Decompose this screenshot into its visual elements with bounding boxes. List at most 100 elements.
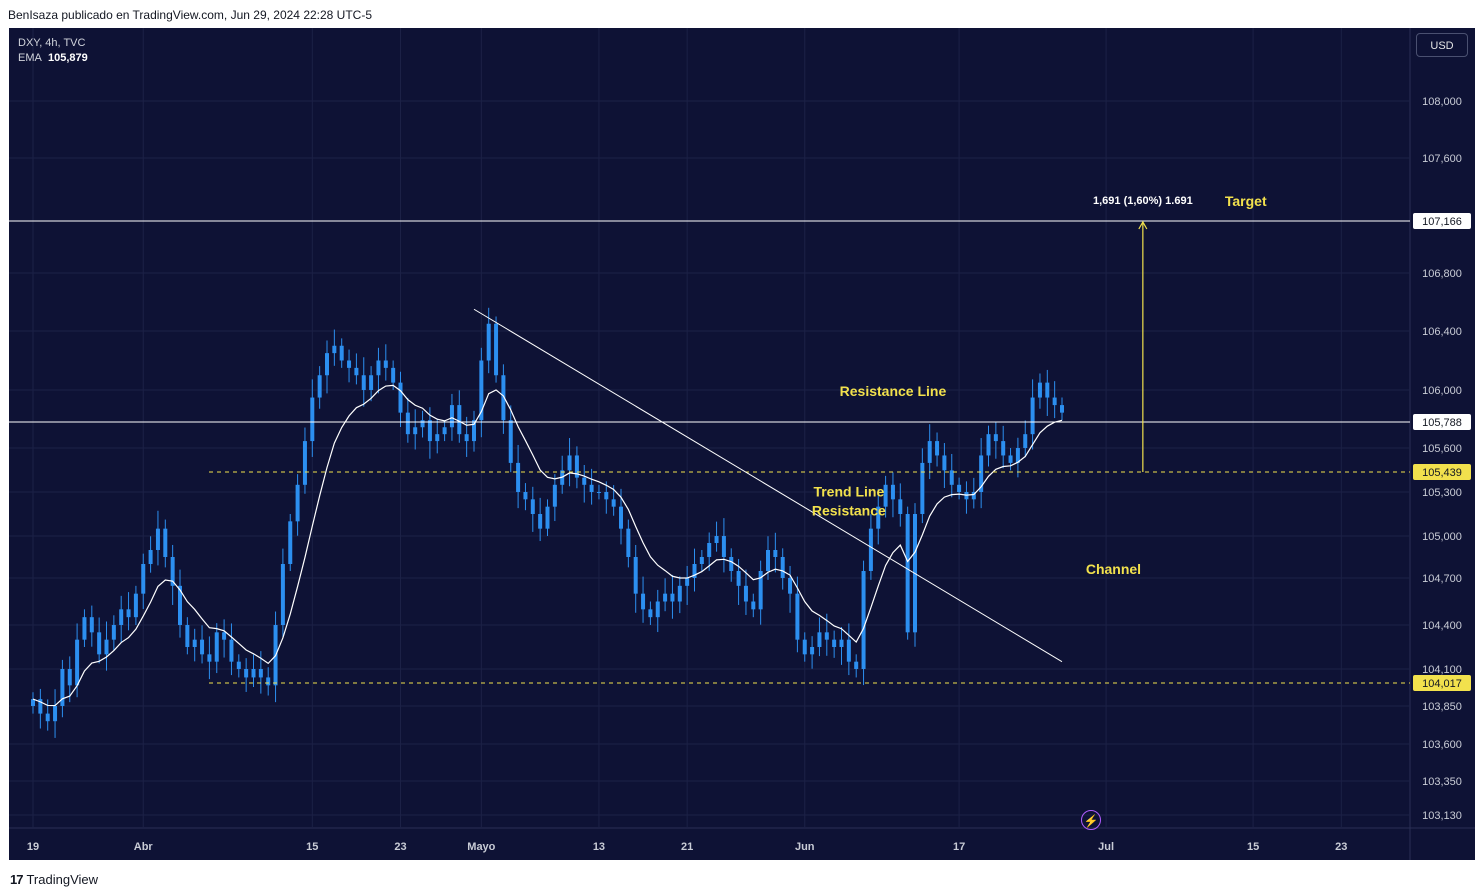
candle-body bbox=[1023, 434, 1028, 448]
candle-body bbox=[464, 434, 469, 442]
candle-body bbox=[890, 484, 895, 500]
candle-body bbox=[38, 699, 43, 714]
y-tick-label: 104,400 bbox=[1422, 620, 1462, 632]
candle-body bbox=[1052, 397, 1057, 406]
candle-body bbox=[295, 484, 300, 522]
x-tick-label: 23 bbox=[1335, 841, 1347, 853]
measure-label: 1,691 (1,60%) 1.691 bbox=[1093, 195, 1193, 207]
y-tick-label: 105,600 bbox=[1422, 443, 1462, 455]
candle-body bbox=[920, 462, 925, 514]
candle-body bbox=[244, 669, 249, 678]
candle-body bbox=[758, 571, 763, 610]
plot-background bbox=[9, 28, 1475, 860]
candle-body bbox=[766, 550, 770, 571]
x-tick-label: 15 bbox=[306, 841, 318, 853]
candle-body bbox=[721, 536, 726, 557]
candle-body bbox=[479, 360, 484, 421]
ema-line bbox=[32, 384, 1063, 707]
x-tick-label: 13 bbox=[593, 841, 605, 853]
candle-body bbox=[111, 625, 116, 640]
candle-body bbox=[508, 420, 513, 463]
price-chart[interactable]: 107,166 105,788 105,439 104,017 1,691 (1,60%… bbox=[9, 28, 1475, 860]
candle-body bbox=[714, 536, 719, 543]
candle-body bbox=[258, 669, 263, 678]
candle-body bbox=[898, 499, 903, 514]
y-tick-label: 106,800 bbox=[1422, 268, 1462, 280]
candle-body bbox=[641, 593, 646, 610]
candle-body bbox=[361, 375, 366, 390]
candle-body bbox=[692, 564, 697, 578]
candle-body bbox=[993, 434, 998, 442]
candle-body bbox=[868, 528, 873, 571]
price-label: 107,166 bbox=[1422, 216, 1462, 228]
candle-body bbox=[971, 492, 976, 500]
brand-name: TradingView bbox=[26, 872, 99, 887]
candle-body bbox=[449, 405, 454, 428]
candle-body bbox=[729, 557, 734, 571]
candle-body bbox=[53, 706, 58, 722]
candle-body bbox=[957, 484, 962, 492]
candle-body bbox=[846, 639, 851, 662]
candle-body bbox=[1037, 382, 1042, 398]
candle-body bbox=[133, 593, 138, 618]
price-label: 104,017 bbox=[1422, 678, 1462, 690]
candle-body bbox=[126, 609, 131, 618]
candle-body bbox=[75, 639, 80, 686]
measure-arrow-head bbox=[1138, 220, 1148, 230]
candle-body bbox=[89, 617, 94, 633]
y-tick-label: 108,000 bbox=[1422, 96, 1462, 108]
y-tick-label: 103,850 bbox=[1422, 701, 1462, 713]
symbol-info: DXY, 4h, TVC bbox=[18, 37, 86, 49]
candle-body bbox=[986, 434, 991, 456]
candle-body bbox=[516, 462, 521, 492]
candle-body bbox=[663, 593, 668, 602]
candle-body bbox=[545, 506, 550, 529]
candle-body bbox=[435, 434, 440, 442]
x-tick-label: 19 bbox=[27, 841, 39, 853]
candle-body bbox=[949, 470, 954, 485]
candle-body bbox=[824, 632, 829, 640]
price-label: 105,439 bbox=[1422, 467, 1462, 479]
tradingview-mark-icon: 17 bbox=[10, 872, 24, 887]
candle-body bbox=[751, 601, 756, 610]
footer: 17 TradingView bbox=[0, 860, 1484, 896]
candle-body bbox=[148, 550, 153, 564]
candle-body bbox=[214, 632, 219, 662]
y-tick-label: 105,000 bbox=[1422, 531, 1462, 543]
candle-body bbox=[905, 514, 910, 633]
y-tick-label: 103,600 bbox=[1422, 739, 1462, 751]
candle-body bbox=[170, 557, 175, 586]
x-tick-label: 23 bbox=[394, 841, 406, 853]
y-tick-label: 106,000 bbox=[1422, 385, 1462, 397]
candle-body bbox=[1060, 405, 1064, 413]
candle-body bbox=[494, 323, 499, 376]
candle-body bbox=[582, 477, 587, 485]
y-tick-label: 103,130 bbox=[1422, 810, 1462, 822]
candle-body bbox=[141, 564, 146, 594]
candle-body bbox=[501, 375, 506, 421]
candle-body bbox=[854, 661, 859, 669]
annotation-label: Resistance Line bbox=[840, 383, 947, 399]
chart-legend: DXY, 4h, TVC EMA 105,879 bbox=[18, 36, 88, 66]
candle-body bbox=[1030, 397, 1035, 435]
candle-body bbox=[383, 360, 388, 368]
candle-body bbox=[178, 585, 182, 625]
candle-body bbox=[185, 625, 190, 647]
currency-button[interactable]: USD bbox=[1416, 33, 1468, 57]
x-tick-label: 15 bbox=[1247, 841, 1259, 853]
candle-body bbox=[648, 609, 653, 618]
x-tick-label: Abr bbox=[134, 841, 154, 853]
candle-body bbox=[310, 397, 315, 442]
candle-body bbox=[699, 557, 704, 564]
candle-body bbox=[1008, 455, 1013, 463]
lightning-icon[interactable]: ⚡ bbox=[1081, 810, 1101, 830]
candle-body bbox=[773, 550, 778, 557]
candle-body bbox=[567, 455, 572, 471]
candle-body bbox=[530, 499, 535, 514]
candle-body bbox=[339, 345, 344, 361]
candle-body bbox=[192, 639, 197, 647]
tradingview-logo[interactable]: 17 TradingView bbox=[10, 872, 98, 887]
candle-body bbox=[31, 699, 35, 706]
candle-body bbox=[302, 441, 307, 485]
price-label-box bbox=[1413, 464, 1471, 480]
